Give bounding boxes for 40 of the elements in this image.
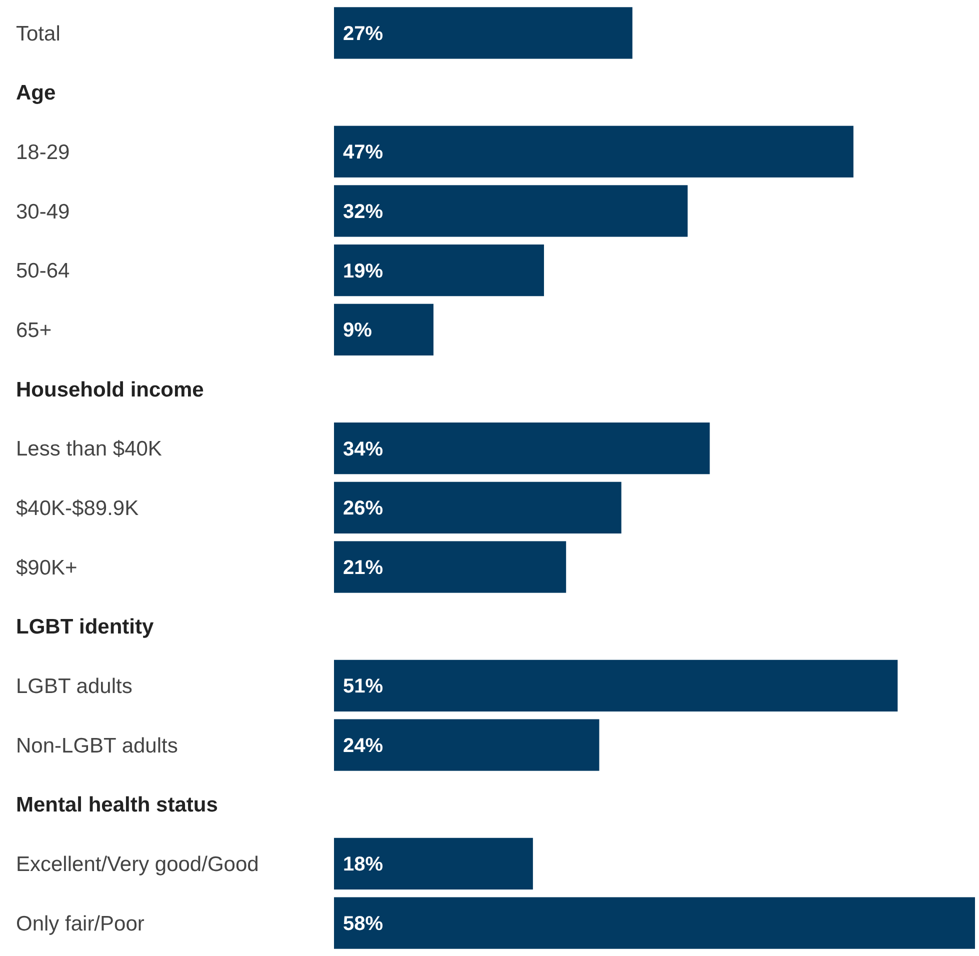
data-label: 24% xyxy=(343,735,384,758)
bar xyxy=(334,838,533,890)
y-tick-label: 65+ xyxy=(16,319,52,342)
y-tick-label: Only fair/Poor xyxy=(16,912,144,936)
data-label: 27% xyxy=(343,22,384,45)
data-label: 21% xyxy=(343,557,384,580)
data-label: 19% xyxy=(343,260,384,282)
y-tick-label: Age xyxy=(16,82,56,105)
data-label: 47% xyxy=(343,142,384,164)
y-tick-label: Non-LGBT adults xyxy=(16,734,178,758)
y-tick-label: $90K+ xyxy=(16,556,78,580)
y-tick-label: Excellent/Very good/Good xyxy=(16,853,259,876)
y-tick-label: Mental health status xyxy=(16,794,218,817)
bar xyxy=(334,185,688,237)
data-label: 51% xyxy=(343,676,384,698)
y-tick-label: $40K-$89.9K xyxy=(16,497,139,520)
y-tick-label: 30-49 xyxy=(16,200,70,224)
y-tick-label: 18-29 xyxy=(16,140,70,164)
y-tick-label: LGBT identity xyxy=(16,616,154,639)
bar xyxy=(334,482,622,534)
y-tick-label: LGBT adults xyxy=(16,675,132,698)
y-tick-label: 50-64 xyxy=(16,260,70,283)
y-tick-label: Household income xyxy=(16,378,204,402)
y-tick-label: Total xyxy=(16,22,60,46)
data-label: 18% xyxy=(343,854,384,876)
bar xyxy=(334,7,632,59)
bar xyxy=(334,126,854,178)
bar xyxy=(334,897,975,949)
bar xyxy=(334,244,544,296)
bar xyxy=(334,660,898,712)
bar xyxy=(334,304,434,356)
data-label: 32% xyxy=(343,200,384,223)
data-label: 34% xyxy=(343,438,384,460)
bar xyxy=(334,541,566,593)
data-label: 58% xyxy=(343,913,384,936)
data-label: 26% xyxy=(343,498,384,520)
bar xyxy=(334,422,710,474)
bar xyxy=(334,719,600,771)
y-tick-label: Less than $40K xyxy=(16,438,162,461)
data-label: 9% xyxy=(343,320,372,342)
